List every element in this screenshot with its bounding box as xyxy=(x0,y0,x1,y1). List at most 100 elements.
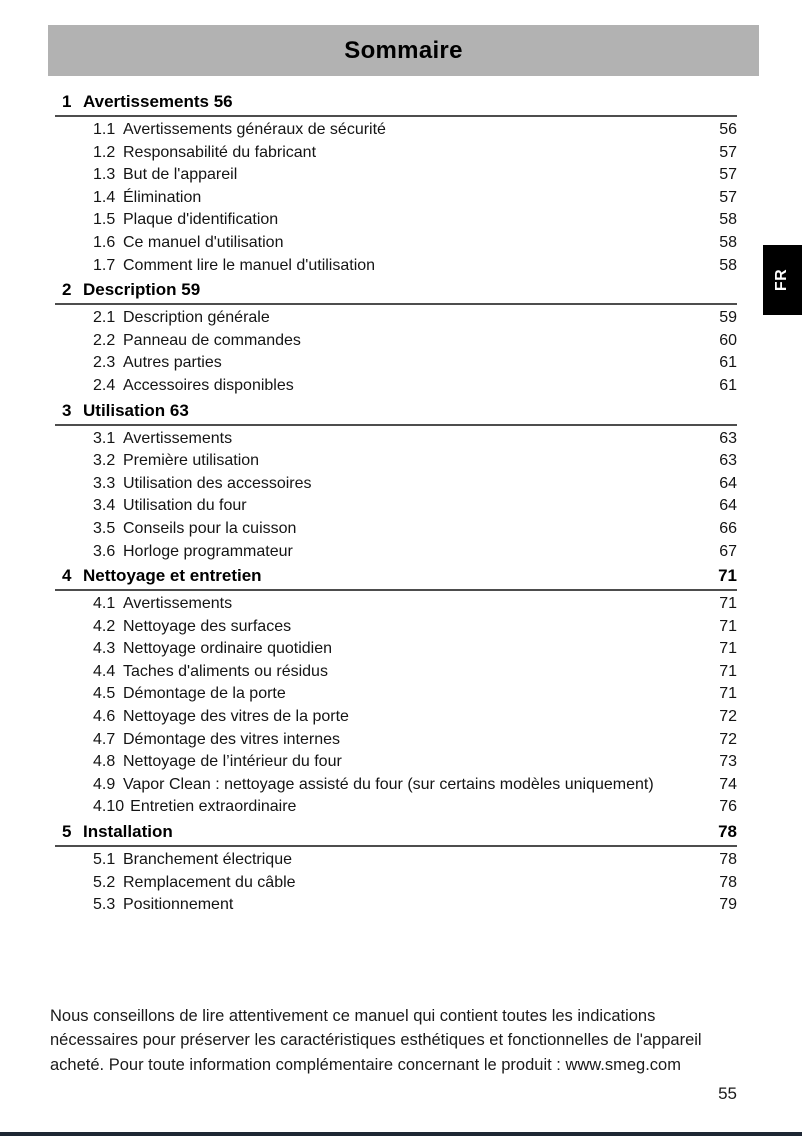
toc-entry-number: 2.4 xyxy=(93,376,116,394)
footer-line: nécessaires pour préserver les caractéri… xyxy=(50,1031,702,1050)
toc-entry-number: 4.8 xyxy=(93,753,116,771)
toc-entry-page-number: 57 xyxy=(719,166,737,184)
toc-entry-page-number: 71 xyxy=(719,595,737,613)
toc-section-header: 2 Description 59 xyxy=(55,278,737,306)
toc-section: 3 Utilisation 63 3.1 Avertissements 63 3… xyxy=(55,399,737,565)
toc-entry-number: 3.4 xyxy=(93,497,116,515)
section-title: Avertissements 56 xyxy=(83,92,233,111)
toc-entry-page-number: 74 xyxy=(719,775,737,793)
section-number: 2 xyxy=(62,280,72,300)
toc-entry: 1.3 But de l'appareil 57 xyxy=(55,164,737,187)
toc-entry-page-number: 64 xyxy=(719,474,737,492)
toc-entry: 2.3 Autres parties 61 xyxy=(55,352,737,375)
toc-entry-page-number: 57 xyxy=(719,143,737,161)
toc-entry-number: 1.1 xyxy=(93,121,116,138)
toc-entry-number: 1.3 xyxy=(93,166,116,184)
toc-entry-page-number: 59 xyxy=(719,309,737,327)
toc-entry-title: Conseils pour la cuisson xyxy=(123,519,297,537)
toc-entry-title: Description générale xyxy=(123,309,270,327)
toc-entry-title: Nettoyage ordinaire quotidien xyxy=(123,640,333,658)
toc-entry: 1.1 Avertissements généraux de sécurité … xyxy=(55,119,737,142)
toc-entry: 4.3 Nettoyage ordinaire quotidien 71 xyxy=(55,638,737,661)
toc-entry-title: Accessoires disponibles xyxy=(123,376,294,394)
toc-section-entries: 3.1 Avertissements 63 3.2 Première utili… xyxy=(55,426,737,565)
section-title: Nettoyage et entretien xyxy=(83,566,262,586)
toc-entry-number: 4.7 xyxy=(93,730,116,748)
toc-section: 1 Avertissements 56 1.1 Avertissements g… xyxy=(55,90,737,278)
toc-entry-page-number: 56 xyxy=(719,121,737,138)
toc-entry-title: Démontage de la porte xyxy=(123,685,286,703)
toc-entry-page-number: 78 xyxy=(719,851,737,869)
toc-entry-number: 5.1 xyxy=(93,851,116,869)
toc-entry-number: 1.6 xyxy=(93,233,116,251)
bottom-accent-bar xyxy=(0,1132,802,1136)
toc-entry-number: 4.9 xyxy=(93,775,116,793)
footer-note: Nous conseillons de lire attentivement c… xyxy=(50,1004,756,1077)
toc-entry-page-number: 58 xyxy=(719,256,737,274)
toc-entry: 3.6 Horloge programmateur 67 xyxy=(55,541,737,564)
toc-entry-title: Comment lire le manuel d'utilisation xyxy=(123,256,376,274)
toc-entry-page-number: 61 xyxy=(719,354,737,372)
toc-entry: 1.2 Responsabilité du fabricant 57 xyxy=(55,142,737,165)
toc-entry: 2.1 Description générale 59 xyxy=(55,307,737,330)
toc-entry-number: 2.1 xyxy=(93,309,116,327)
section-number: 1 xyxy=(62,92,72,111)
toc-entry: 5.2 Remplacement du câble 78 xyxy=(55,872,737,895)
toc-entry-number: 3.3 xyxy=(93,474,116,492)
toc-entry: 4.10 Entretien extraordinaire 76 xyxy=(55,796,737,819)
toc-entry-number: 4.1 xyxy=(93,595,116,613)
section-title: Installation xyxy=(83,822,173,842)
toc-entry: 5.3 Positionnement 79 xyxy=(55,894,737,917)
toc-entry-title: But de l'appareil xyxy=(123,166,238,184)
toc-entry: 2.2 Panneau de commandes 60 xyxy=(55,330,737,353)
toc-entry-title: Panneau de commandes xyxy=(123,331,301,349)
toc-entry-number: 5.3 xyxy=(93,896,116,914)
toc-section-entries: 2.1 Description générale 59 2.2 Panneau … xyxy=(55,305,737,398)
toc-section: 4 Nettoyage et entretien 71 4.1 Avertiss… xyxy=(55,564,737,820)
toc-entry-number: 4.6 xyxy=(93,708,116,726)
toc-entry: 1.7 Comment lire le manuel d'utilisation… xyxy=(55,255,737,278)
toc-entry-title: Nettoyage des vitres de la porte xyxy=(123,708,349,726)
toc-section-header: 5 Installation 78 xyxy=(55,820,737,848)
toc-entry-title: Horloge programmateur xyxy=(123,542,293,560)
toc-entry-title: Première utilisation xyxy=(123,452,260,470)
toc-entry-title: Plaque d'identification xyxy=(123,211,279,229)
toc-entry-title: Utilisation des accessoires xyxy=(123,474,312,492)
toc-entry-title: Ce manuel d'utilisation xyxy=(123,233,284,251)
toc-entry: 4.4 Taches d'aliments ou résidus 71 xyxy=(55,661,737,684)
toc-entry-page-number: 79 xyxy=(719,896,737,914)
toc-entry: 4.1 Avertissements 71 xyxy=(55,593,737,616)
toc-entry-number: 1.2 xyxy=(93,143,116,161)
toc-entry-page-number: 71 xyxy=(719,640,737,658)
toc-entry-page-number: 64 xyxy=(719,497,737,515)
toc-entry-title: Autres parties xyxy=(123,354,222,372)
toc-entry: 4.5 Démontage de la porte 71 xyxy=(55,683,737,706)
table-of-contents: 1 Avertissements 56 1.1 Avertissements g… xyxy=(55,90,737,918)
toc-entry-title: Remplacement du câble xyxy=(123,873,296,891)
toc-entry-number: 1.7 xyxy=(93,256,116,274)
toc-entry-number: 2.3 xyxy=(93,354,116,372)
toc-entry-page-number: 67 xyxy=(719,542,737,560)
toc-entry-title: Démontage des vitres internes xyxy=(123,730,340,748)
toc-section: 2 Description 59 2.1 Description général… xyxy=(55,278,737,398)
toc-entry-number: 1.5 xyxy=(93,211,116,229)
toc-entry: 4.8 Nettoyage de l’intérieur du four 73 xyxy=(55,751,737,774)
toc-entry-title: Avertissements xyxy=(123,595,233,613)
footer-line: Nous conseillons de lire attentivement c… xyxy=(50,1007,656,1025)
toc-entry-page-number: 71 xyxy=(719,685,737,703)
toc-entry-title: Responsabilité du fabricant xyxy=(123,143,317,161)
toc-entry-page-number: 57 xyxy=(719,188,737,206)
footer-line: acheté. Pour toute information complémen… xyxy=(50,1055,681,1074)
toc-entry: 3.5 Conseils pour la cuisson 66 xyxy=(55,518,737,541)
section-page-number: 78 xyxy=(718,822,737,842)
toc-entry-page-number: 72 xyxy=(719,708,737,726)
toc-entry-page-number: 72 xyxy=(719,730,737,748)
toc-entry: 3.3 Utilisation des accessoires 64 xyxy=(55,473,737,496)
section-number: 4 xyxy=(62,566,72,586)
page-title-bar: Sommaire xyxy=(48,25,759,76)
toc-entry-title: Taches d'aliments ou résidus xyxy=(123,662,328,680)
toc-entry-title: Nettoyage des surfaces xyxy=(123,617,292,635)
toc-entry: 4.6 Nettoyage des vitres de la porte 72 xyxy=(55,706,737,729)
toc-section-entries: 4.1 Avertissements 71 4.2 Nettoyage des … xyxy=(55,591,737,820)
language-tab-label: FR xyxy=(773,268,791,292)
